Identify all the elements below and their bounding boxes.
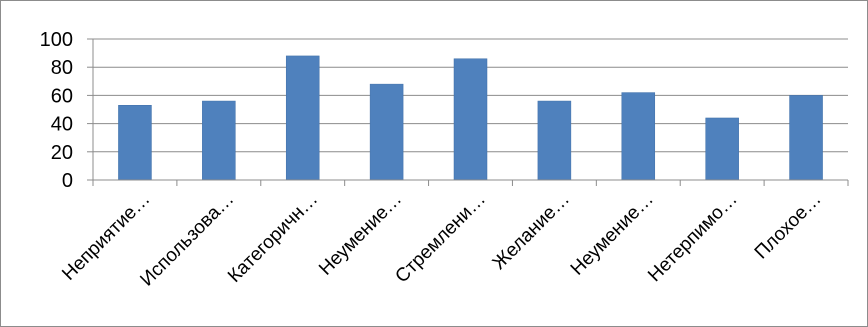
x-axis-labels: Неприятие…Использова…Категоричн…Неумение… [58,189,825,291]
bar [369,83,404,181]
x-category-label: Неумение… [567,189,658,280]
y-tick-label: 80 [51,57,73,79]
bars [118,55,823,181]
x-category-label: Плохое… [751,189,826,264]
y-axis-ticks: 0 20 40 60 80 100 [40,29,93,192]
axes [92,39,849,186]
y-tick-label: 0 [62,170,73,192]
x-category-label: Желание… [489,189,574,274]
bar [537,100,572,181]
bar [453,58,488,181]
y-tick-label: 40 [51,114,73,136]
x-category-label: Неприятие… [58,189,154,285]
bar [789,95,823,181]
y-tick-label: 100 [40,29,73,51]
x-category-label: Нетерпимо… [644,189,741,286]
bar [705,117,739,181]
x-category-label: Категоричн… [224,189,322,287]
x-category-label: Неумение… [315,189,406,280]
bar [202,100,236,181]
y-tick-label: 20 [51,142,73,164]
bar [621,92,656,181]
bar [285,55,320,181]
bar [118,105,152,181]
y-tick-label: 60 [51,85,73,107]
x-category-label: Стремлени… [391,189,490,288]
